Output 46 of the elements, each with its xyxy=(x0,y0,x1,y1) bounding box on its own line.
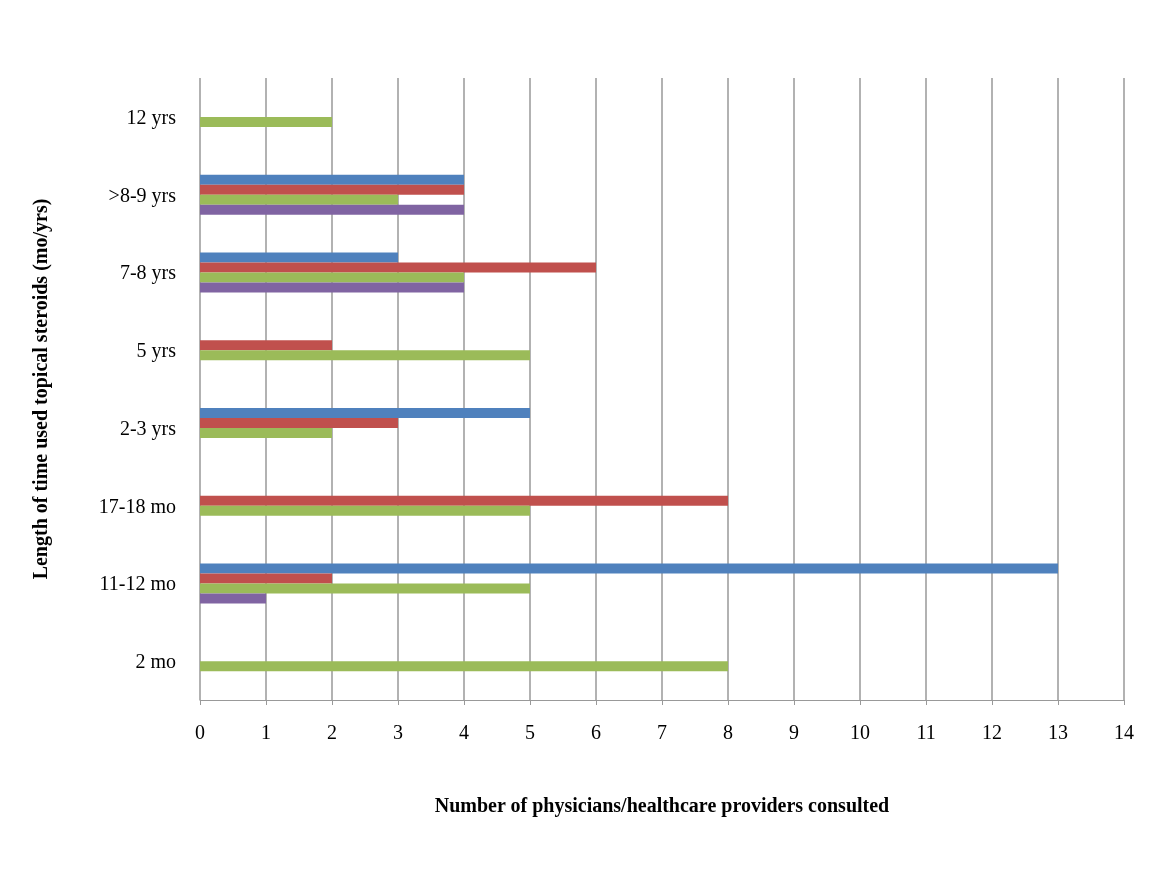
bar xyxy=(200,661,728,672)
bar xyxy=(200,495,728,506)
x-axis-title: Number of physicians/healthcare providers consulted xyxy=(434,794,890,817)
x-tick-label: 8 xyxy=(723,721,733,743)
bar xyxy=(200,583,530,594)
y-tick-label: 7-8 yrs xyxy=(119,261,177,285)
bar xyxy=(200,282,464,293)
bar xyxy=(200,116,332,127)
bar xyxy=(200,184,464,195)
bar xyxy=(200,350,530,361)
x-tick-label: 14 xyxy=(1114,721,1134,743)
x-tick-label: 1 xyxy=(261,721,271,743)
x-tick-label: 4 xyxy=(459,721,469,743)
x-tick-label: 3 xyxy=(393,721,403,743)
bar xyxy=(200,252,398,263)
bar xyxy=(200,204,464,215)
x-tick-label: 0 xyxy=(195,721,205,743)
x-tick-label: 6 xyxy=(591,721,601,743)
y-tick-label: 2 mo xyxy=(135,650,176,673)
bar xyxy=(200,505,530,516)
bar xyxy=(200,272,464,283)
y-tick-label: 2-3 yrs xyxy=(119,416,177,440)
bar xyxy=(200,340,332,351)
y-axis-title: Length of time used topical steroids (mo/yrs) xyxy=(29,198,52,580)
x-tick-label: 9 xyxy=(789,721,799,743)
bar xyxy=(200,407,530,418)
x-tick-label: 5 xyxy=(525,721,535,743)
y-tick-label: 17-18 mo xyxy=(98,494,176,517)
bar xyxy=(200,573,332,584)
x-tick-label: 13 xyxy=(1048,721,1068,743)
bar xyxy=(200,417,398,428)
y-tick-label: 12 yrs xyxy=(126,105,177,129)
x-tick-label: 2 xyxy=(327,721,337,743)
y-tick-label: >8-9 yrs xyxy=(108,183,177,207)
bar xyxy=(200,563,1058,574)
bar xyxy=(200,174,464,185)
bar xyxy=(200,427,332,438)
y-tick-label: 11-12 mo xyxy=(99,572,176,595)
bar xyxy=(200,194,398,205)
x-tick-label: 11 xyxy=(916,721,936,743)
bar xyxy=(200,262,596,273)
bar xyxy=(200,593,266,604)
x-tick-label: 10 xyxy=(850,721,870,743)
y-tick-label: 5 yrs xyxy=(136,339,177,363)
x-tick-label: 12 xyxy=(982,721,1002,743)
x-tick-label: 7 xyxy=(657,721,667,743)
